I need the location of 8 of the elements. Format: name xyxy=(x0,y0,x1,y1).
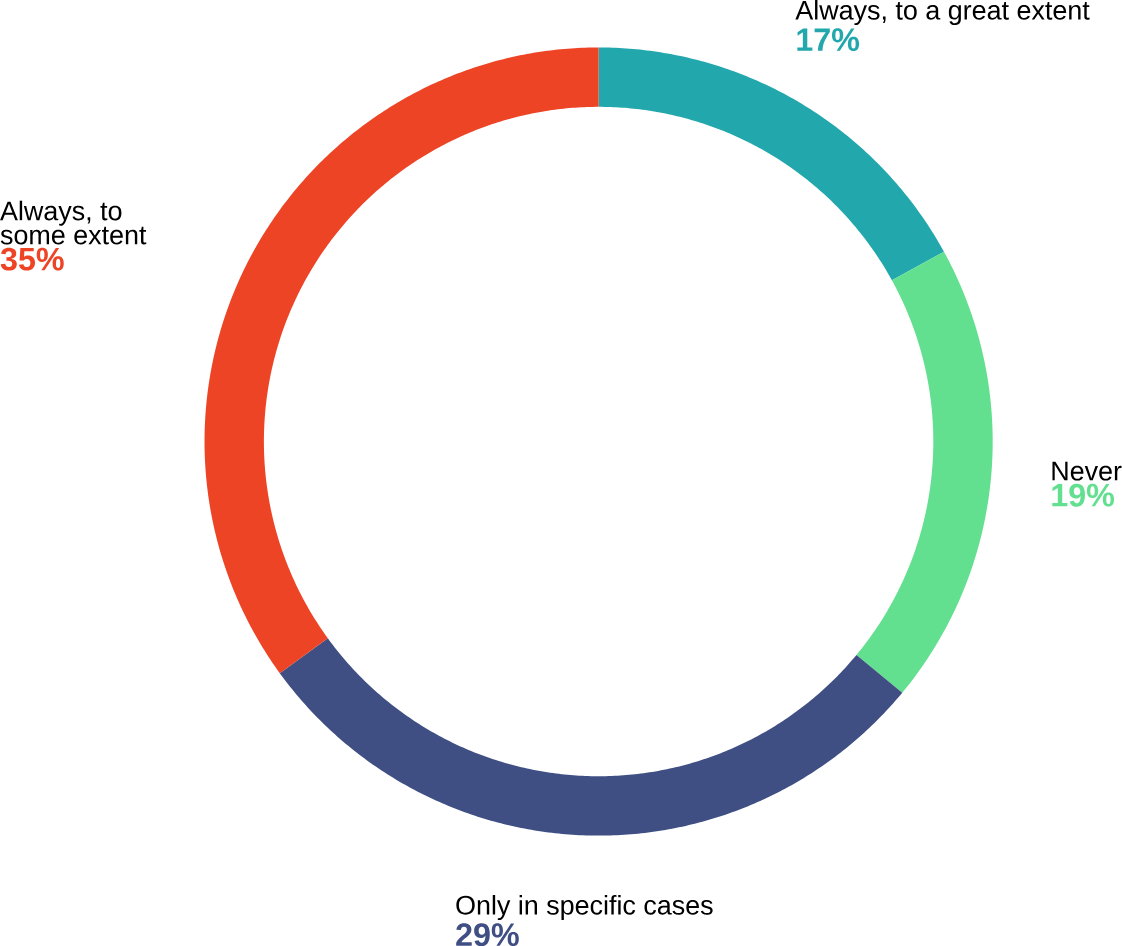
data-label: 29% xyxy=(456,923,519,946)
slice-label: Always, to some extent xyxy=(0,200,147,245)
data-label: 17% xyxy=(797,28,860,51)
slice-label: Only in specific cases xyxy=(456,894,713,920)
slice-label: Always, to a great extent xyxy=(795,0,1090,25)
slice-label: Never xyxy=(1052,461,1122,481)
data-label: 19% xyxy=(1052,483,1115,507)
data-label: 35% xyxy=(0,247,64,271)
